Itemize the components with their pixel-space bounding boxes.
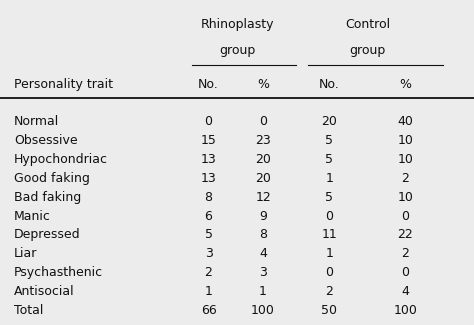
Text: 1: 1 (326, 247, 333, 260)
Text: 13: 13 (201, 172, 217, 185)
Text: Total: Total (14, 304, 44, 317)
Text: 2: 2 (401, 172, 409, 185)
Text: 4: 4 (259, 247, 267, 260)
Text: 2: 2 (401, 247, 409, 260)
Text: Manic: Manic (14, 210, 51, 223)
Text: 0: 0 (401, 266, 409, 279)
Text: 10: 10 (397, 191, 413, 204)
Text: 0: 0 (401, 210, 409, 223)
Text: 20: 20 (321, 115, 337, 128)
Text: 13: 13 (201, 153, 217, 166)
Text: 2: 2 (205, 266, 212, 279)
Text: Control: Control (345, 18, 390, 31)
Text: 8: 8 (205, 191, 212, 204)
Text: 10: 10 (397, 134, 413, 147)
Text: 22: 22 (397, 228, 413, 241)
Text: 50: 50 (321, 304, 337, 317)
Text: Antisocial: Antisocial (14, 285, 75, 298)
Text: 1: 1 (205, 285, 212, 298)
Text: 10: 10 (397, 153, 413, 166)
Text: 3: 3 (259, 266, 267, 279)
Text: 20: 20 (255, 153, 271, 166)
Text: 11: 11 (321, 228, 337, 241)
Text: 100: 100 (251, 304, 275, 317)
Text: 2: 2 (326, 285, 333, 298)
Text: 1: 1 (326, 172, 333, 185)
Text: Depressed: Depressed (14, 228, 81, 241)
Text: Obsessive: Obsessive (14, 134, 78, 147)
Text: 40: 40 (397, 115, 413, 128)
Text: 5: 5 (205, 228, 212, 241)
Text: 9: 9 (259, 210, 267, 223)
Text: group: group (349, 44, 385, 57)
Text: 23: 23 (255, 134, 271, 147)
Text: group: group (219, 44, 255, 57)
Text: 66: 66 (201, 304, 217, 317)
Text: 0: 0 (259, 115, 267, 128)
Text: 8: 8 (259, 228, 267, 241)
Text: 0: 0 (326, 266, 333, 279)
Text: 0: 0 (326, 210, 333, 223)
Text: 100: 100 (393, 304, 417, 317)
Text: 12: 12 (255, 191, 271, 204)
Text: Rhinoplasty: Rhinoplasty (200, 18, 274, 31)
Text: %: % (399, 78, 411, 91)
Text: Bad faking: Bad faking (14, 191, 82, 204)
Text: 0: 0 (205, 115, 212, 128)
Text: No.: No. (198, 78, 219, 91)
Text: 20: 20 (255, 172, 271, 185)
Text: Normal: Normal (14, 115, 59, 128)
Text: %: % (257, 78, 269, 91)
Text: Hypochondriac: Hypochondriac (14, 153, 108, 166)
Text: Good faking: Good faking (14, 172, 90, 185)
Text: 5: 5 (326, 153, 333, 166)
Text: 15: 15 (201, 134, 217, 147)
Text: 1: 1 (259, 285, 267, 298)
Text: 4: 4 (401, 285, 409, 298)
Text: 5: 5 (326, 134, 333, 147)
Text: Personality trait: Personality trait (14, 78, 113, 91)
Text: Liar: Liar (14, 247, 37, 260)
Text: 6: 6 (205, 210, 212, 223)
Text: No.: No. (319, 78, 340, 91)
Text: 5: 5 (326, 191, 333, 204)
Text: 3: 3 (205, 247, 212, 260)
Text: Psychasthenic: Psychasthenic (14, 266, 103, 279)
